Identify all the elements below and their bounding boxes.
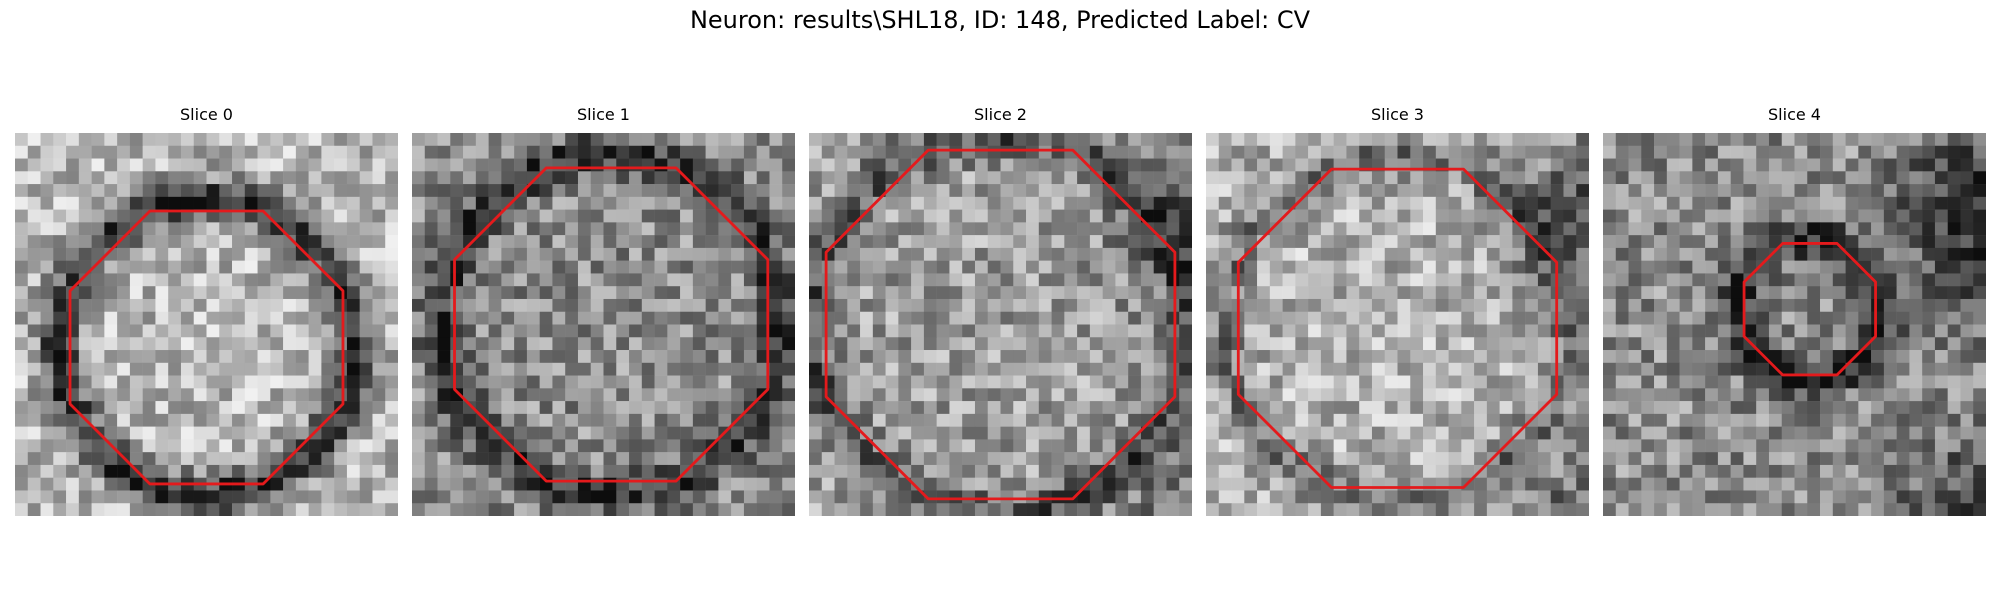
slice-image-0 <box>15 133 398 516</box>
contour-outline <box>453 166 770 483</box>
slice-title-3: Slice 3 <box>1371 105 1424 124</box>
slice-title-1: Slice 1 <box>577 105 630 124</box>
figure-title: Neuron: results\SHL18, ID: 148, Predicte… <box>689 6 1311 34</box>
slice-image-4 <box>1603 133 1986 516</box>
contour-outline <box>824 148 1177 501</box>
slice-image-3 <box>1206 133 1589 516</box>
slice-title-4: Slice 4 <box>1768 105 1821 124</box>
slice-title-0: Slice 0 <box>180 105 233 124</box>
slice-image-1 <box>412 133 795 516</box>
slice-title-2: Slice 2 <box>974 105 1027 124</box>
contour-outline <box>68 209 345 486</box>
contour-outline <box>1742 242 1877 377</box>
slice-image-2 <box>809 133 1192 516</box>
contour-outline <box>1236 167 1559 489</box>
